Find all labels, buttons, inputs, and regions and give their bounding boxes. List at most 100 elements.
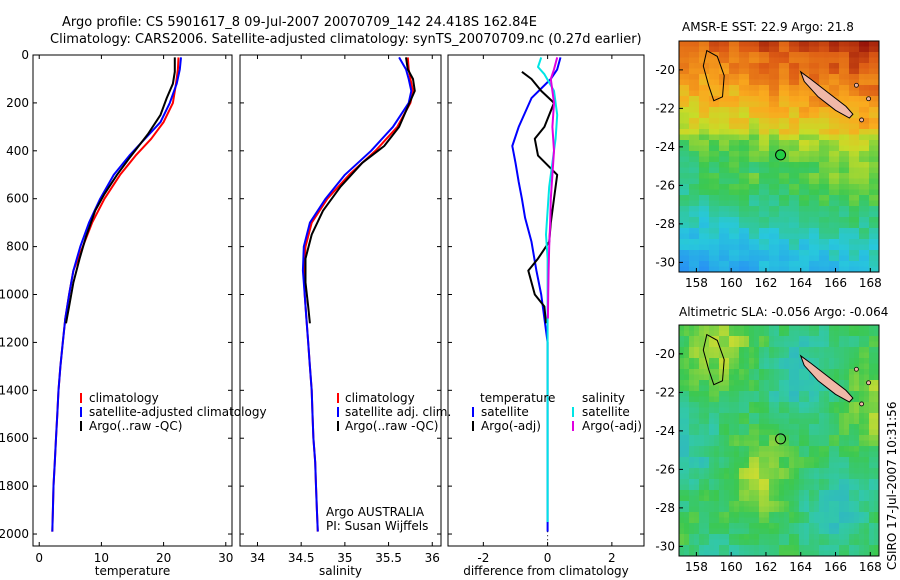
map-cell — [824, 479, 830, 485]
map-cell — [824, 200, 830, 207]
map-cell — [734, 255, 740, 262]
map-cell — [719, 101, 725, 108]
map-cell — [769, 255, 775, 262]
map-cell — [834, 468, 840, 474]
map-cell — [779, 250, 785, 256]
map-cell — [874, 506, 880, 513]
map-cell — [829, 57, 835, 64]
map-cell — [854, 261, 860, 267]
map-cell — [744, 250, 750, 256]
map-cell — [684, 550, 690, 557]
map-cell — [789, 413, 795, 419]
map-cell — [794, 123, 800, 130]
map-cell — [749, 167, 755, 174]
map-cell — [844, 369, 850, 375]
map-cell — [729, 363, 735, 370]
map-cell — [749, 90, 755, 97]
depth-tick-label: 2000 — [0, 527, 29, 541]
map-cell — [714, 429, 720, 436]
map-cell — [859, 330, 865, 337]
map-cell — [744, 440, 750, 447]
map-cell — [819, 484, 825, 491]
map-cell — [789, 391, 795, 397]
map-cell — [854, 206, 860, 212]
map-lon-tick-label: 168 — [859, 276, 882, 290]
map-cell — [789, 140, 795, 146]
map-cell — [699, 325, 705, 331]
map-cell — [759, 162, 765, 168]
map-cell — [849, 347, 855, 353]
map-cell — [819, 228, 825, 234]
map-cell — [694, 134, 700, 141]
map-cell — [774, 391, 780, 397]
map-cell — [734, 173, 740, 179]
map-cell — [869, 63, 875, 69]
map-cell — [814, 385, 820, 392]
map-cell — [699, 473, 705, 480]
map-cell — [864, 173, 870, 179]
map-cell — [874, 523, 880, 529]
map-cell — [874, 211, 880, 218]
map-cell — [804, 239, 810, 245]
map-cell — [764, 90, 770, 97]
map-cell — [854, 495, 860, 502]
map-cell — [739, 545, 745, 551]
map-cell — [774, 85, 780, 91]
map-cell — [754, 451, 760, 458]
map-cell — [824, 369, 830, 375]
map-cell — [864, 495, 870, 502]
map-cell — [729, 490, 735, 496]
map-cell — [874, 545, 880, 551]
map-cell — [719, 68, 725, 75]
map-cell — [779, 52, 785, 58]
map-cell — [784, 156, 790, 163]
map-cell — [794, 479, 800, 485]
map-cell — [744, 495, 750, 502]
map-cell — [864, 255, 870, 262]
map-cell — [779, 118, 785, 124]
map-cell — [734, 363, 740, 370]
map-cell — [724, 129, 730, 135]
map-cell — [764, 255, 770, 262]
map-cell — [834, 325, 840, 331]
map-cell — [759, 550, 765, 557]
map-cell — [754, 244, 760, 251]
map-cell — [714, 517, 720, 524]
map-cell — [739, 173, 745, 179]
map-cell — [714, 336, 720, 342]
map-cell — [804, 151, 810, 157]
map-cell — [869, 418, 875, 425]
map-cell — [684, 347, 690, 353]
map-cell — [729, 63, 735, 69]
map-cell — [804, 217, 810, 223]
map-cell — [829, 528, 835, 535]
map-cell — [749, 517, 755, 524]
map-cell — [869, 512, 875, 518]
map-cell — [729, 173, 735, 179]
map-cell — [864, 512, 870, 518]
map-cell — [754, 156, 760, 163]
map-cell — [839, 140, 845, 146]
map-cell — [719, 435, 725, 441]
map-cell — [689, 341, 695, 348]
map-cell — [829, 363, 835, 370]
map-cell — [679, 358, 685, 364]
map-cell — [749, 41, 755, 47]
map-cell — [794, 391, 800, 397]
map-cell — [854, 347, 860, 353]
map-cell — [869, 446, 875, 452]
map-cell — [829, 451, 835, 458]
map-cell — [684, 222, 690, 229]
map-cell — [709, 134, 715, 141]
map-cell — [829, 68, 835, 75]
map-cell — [764, 217, 770, 223]
map-cell — [809, 244, 815, 251]
map-cell — [784, 429, 790, 436]
map-cell — [769, 473, 775, 480]
map-cell — [724, 545, 730, 551]
map-cell — [749, 151, 755, 157]
map-cell — [829, 429, 835, 436]
map-cell — [804, 233, 810, 240]
map-cell — [864, 479, 870, 485]
map-cell — [824, 341, 830, 348]
